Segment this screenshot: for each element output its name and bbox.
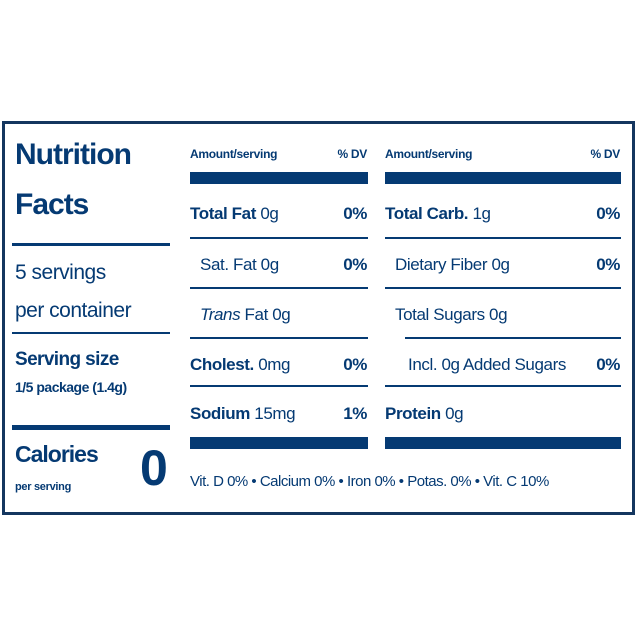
- row-trans-fat: Trans Fat 0g: [200, 305, 291, 324]
- divider: [385, 385, 621, 387]
- dv-header-right: % DV: [590, 147, 621, 161]
- amount-header-right: Amount/serving: [385, 147, 473, 161]
- title-facts: Facts: [15, 188, 89, 221]
- divider: [190, 237, 368, 239]
- thick-divider: [385, 437, 621, 449]
- sodium-dv: 1%: [343, 404, 367, 423]
- divider: [12, 243, 170, 246]
- total-carb-dv: 0%: [596, 204, 620, 223]
- servings-count: 5 servings: [15, 261, 106, 284]
- vitamins-minerals: Vit. D 0% • Calcium 0% • Iron 0% • Potas…: [190, 473, 549, 490]
- thick-divider: [12, 425, 170, 430]
- thick-divider: [190, 437, 368, 449]
- sat-fat-dv: 0%: [343, 255, 367, 274]
- calories-sub: per serving: [15, 481, 72, 493]
- total-fat-dv: 0%: [343, 204, 367, 223]
- divider: [12, 332, 170, 334]
- calories-label: Calories: [15, 441, 99, 467]
- row-added-sugars: Incl. 0g Added Sugars: [408, 355, 566, 374]
- row-dietary-fiber: Dietary Fiber 0g: [395, 255, 510, 274]
- thick-divider: [190, 172, 368, 184]
- row-sat-fat: Sat. Fat 0g: [200, 255, 279, 274]
- nutrition-label: [2, 121, 635, 515]
- row-total-fat: Total Fat 0g: [190, 204, 279, 223]
- divider: [190, 385, 368, 387]
- serving-size-value: 1/5 package (1.4g): [15, 379, 127, 395]
- thick-divider: [385, 172, 621, 184]
- divider: [385, 287, 621, 289]
- servings-container: per container: [15, 299, 132, 322]
- divider: [385, 237, 621, 239]
- title-nutrition: Nutrition: [15, 138, 132, 171]
- added-sugars-dv: 0%: [596, 355, 620, 374]
- cholesterol-dv: 0%: [343, 355, 367, 374]
- calories-value: 0: [140, 440, 168, 496]
- amount-header: Amount/serving: [190, 147, 278, 161]
- dietary-fiber-dv: 0%: [596, 255, 620, 274]
- row-total-sugars: Total Sugars 0g: [395, 305, 508, 324]
- divider: [190, 337, 368, 339]
- row-sodium: Sodium 15mg: [190, 404, 296, 423]
- row-total-carb: Total Carb. 1g: [385, 204, 491, 223]
- dv-header: % DV: [337, 147, 368, 161]
- serving-size-label: Serving size: [15, 349, 119, 370]
- divider: [405, 337, 621, 339]
- divider: [190, 287, 368, 289]
- row-cholesterol: Cholest. 0mg: [190, 355, 291, 374]
- row-protein: Protein 0g: [385, 404, 464, 423]
